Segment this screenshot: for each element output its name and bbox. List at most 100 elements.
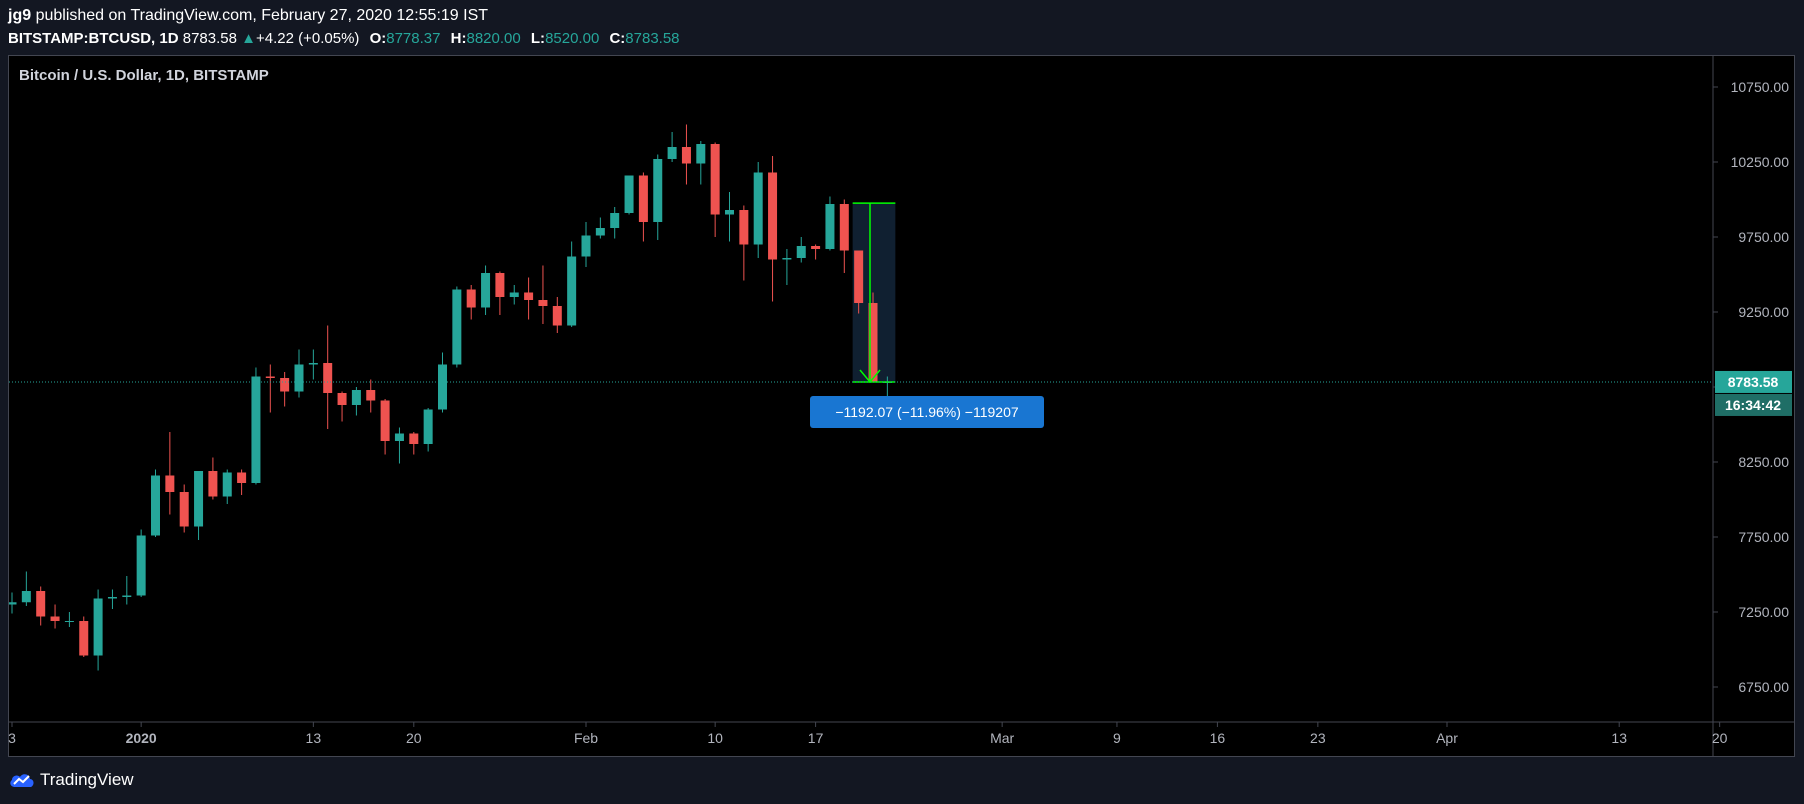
candle-body [79, 621, 89, 656]
candle-body [237, 472, 247, 483]
open-label: O: [369, 30, 387, 47]
candle-body [638, 175, 648, 222]
candle-body [653, 159, 663, 222]
candle-body [796, 246, 806, 258]
candle-body [21, 591, 31, 603]
candle-body [93, 598, 103, 656]
time-tick-label: 20 [406, 730, 422, 746]
candle-body [265, 376, 275, 378]
publisher-name[interactable]: jg9 [8, 7, 32, 24]
time-tick-label: 17 [808, 730, 824, 746]
candle-body [495, 273, 505, 297]
time-tick-label: Feb [574, 730, 598, 746]
time-tick-label: 9 [1113, 730, 1121, 746]
up-arrow-icon: ▲ [241, 30, 256, 47]
candle-body [409, 433, 419, 444]
close-label: C: [609, 30, 626, 47]
candle-body [323, 363, 333, 393]
candle-body [351, 390, 361, 405]
tradingview-logo[interactable]: TradingView [8, 770, 134, 790]
candle-body [768, 172, 778, 260]
price-tick-label: 9750.00 [1738, 229, 1789, 245]
price-tick-label: 10750.00 [1731, 79, 1790, 95]
candle-body [366, 390, 376, 401]
candle-body [64, 621, 74, 622]
time-tick-label: 20 [1712, 730, 1728, 746]
candle-body [208, 471, 218, 497]
candle-body [481, 273, 491, 308]
last-price-badge [1715, 370, 1792, 393]
candle-body [179, 492, 189, 527]
candle-body [136, 535, 146, 596]
candle-body [294, 364, 304, 392]
candle-body [667, 147, 677, 159]
candle-body [151, 475, 160, 536]
low-value: 8520.00 [545, 30, 600, 47]
candle-body [610, 213, 620, 228]
candle-body [739, 210, 749, 245]
time-tick-label: 16 [1210, 730, 1226, 746]
candle-body [222, 472, 232, 497]
candle-body [624, 175, 634, 213]
candle-body [839, 204, 849, 251]
countdown-badge [1715, 393, 1792, 416]
candle-body [581, 235, 591, 257]
candle-body [107, 597, 117, 599]
high-label: H: [450, 30, 467, 47]
symbol-label: BITSTAMP:BTCUSD, 1D [8, 30, 179, 47]
time-tick-label: 23 [1310, 730, 1326, 746]
candlestick-chart[interactable]: 10750.0010250.009750.009250.008750.00825… [0, 0, 1804, 757]
price-tick-label: 7250.00 [1738, 604, 1789, 620]
low-label: L: [530, 30, 546, 47]
candle-body [423, 409, 433, 444]
time-tick-label: 3 [8, 730, 16, 746]
time-tick-label: Apr [1436, 730, 1458, 746]
candle-body [538, 300, 548, 306]
measure-label-text: −1192.07 (−11.96%) −119207 [835, 404, 1019, 420]
candle-body [725, 210, 734, 215]
price-tick-label: 9250.00 [1738, 304, 1789, 320]
candle-body [122, 595, 132, 597]
ohlc-line: BITSTAMP:BTCUSD, 1D 8783.58 ▲+4.22 (+0.0… [8, 30, 680, 47]
time-tick-label: Mar [990, 730, 1014, 746]
candle-body [552, 306, 562, 326]
open-value: 8778.37 [386, 30, 441, 47]
candle-body [194, 471, 204, 527]
candle-body [9, 602, 17, 605]
candle-body [854, 250, 864, 303]
candle-body [811, 246, 821, 249]
candle-body [567, 256, 577, 326]
measure-label-box [810, 395, 1044, 428]
close-value: 8783.58 [625, 30, 680, 47]
candle-body [782, 258, 792, 260]
candle-body [753, 172, 763, 245]
candle-body [524, 292, 534, 300]
price-tick-label: 8250.00 [1738, 454, 1789, 470]
candle-body [696, 144, 706, 164]
candle-body [394, 433, 404, 441]
candle-body [380, 400, 390, 441]
chart-title: Bitcoin / U.S. Dollar, 1D, BITSTAMP [19, 67, 269, 84]
candle-body [681, 147, 691, 164]
candle-body [50, 616, 60, 621]
candle-body [509, 292, 519, 297]
footer [0, 757, 1804, 804]
countdown-badge-text: 16:34:42 [1725, 397, 1781, 413]
candle-body [165, 475, 175, 492]
last-price-badge-text: 8783.58 [1728, 374, 1779, 390]
candle-body [280, 378, 290, 392]
candle-body [825, 204, 835, 249]
last-price: 8783.58 [182, 30, 237, 47]
price-tick-label: 6750.00 [1738, 679, 1789, 695]
time-tick-label: 2020 [126, 730, 157, 746]
price-tick-label: 7750.00 [1738, 529, 1789, 545]
price-tick-label: 10250.00 [1731, 154, 1790, 170]
time-tick-label: 10 [707, 730, 723, 746]
time-tick-label: 13 [306, 730, 322, 746]
publication-info: jg9 published on TradingView.com, Februa… [8, 7, 488, 25]
change-value: +4.22 (+0.05%) [256, 30, 360, 47]
candle-body [36, 591, 46, 617]
candle-body [595, 228, 605, 236]
plot-area [9, 124, 896, 671]
time-tick-label: 13 [1611, 730, 1627, 746]
